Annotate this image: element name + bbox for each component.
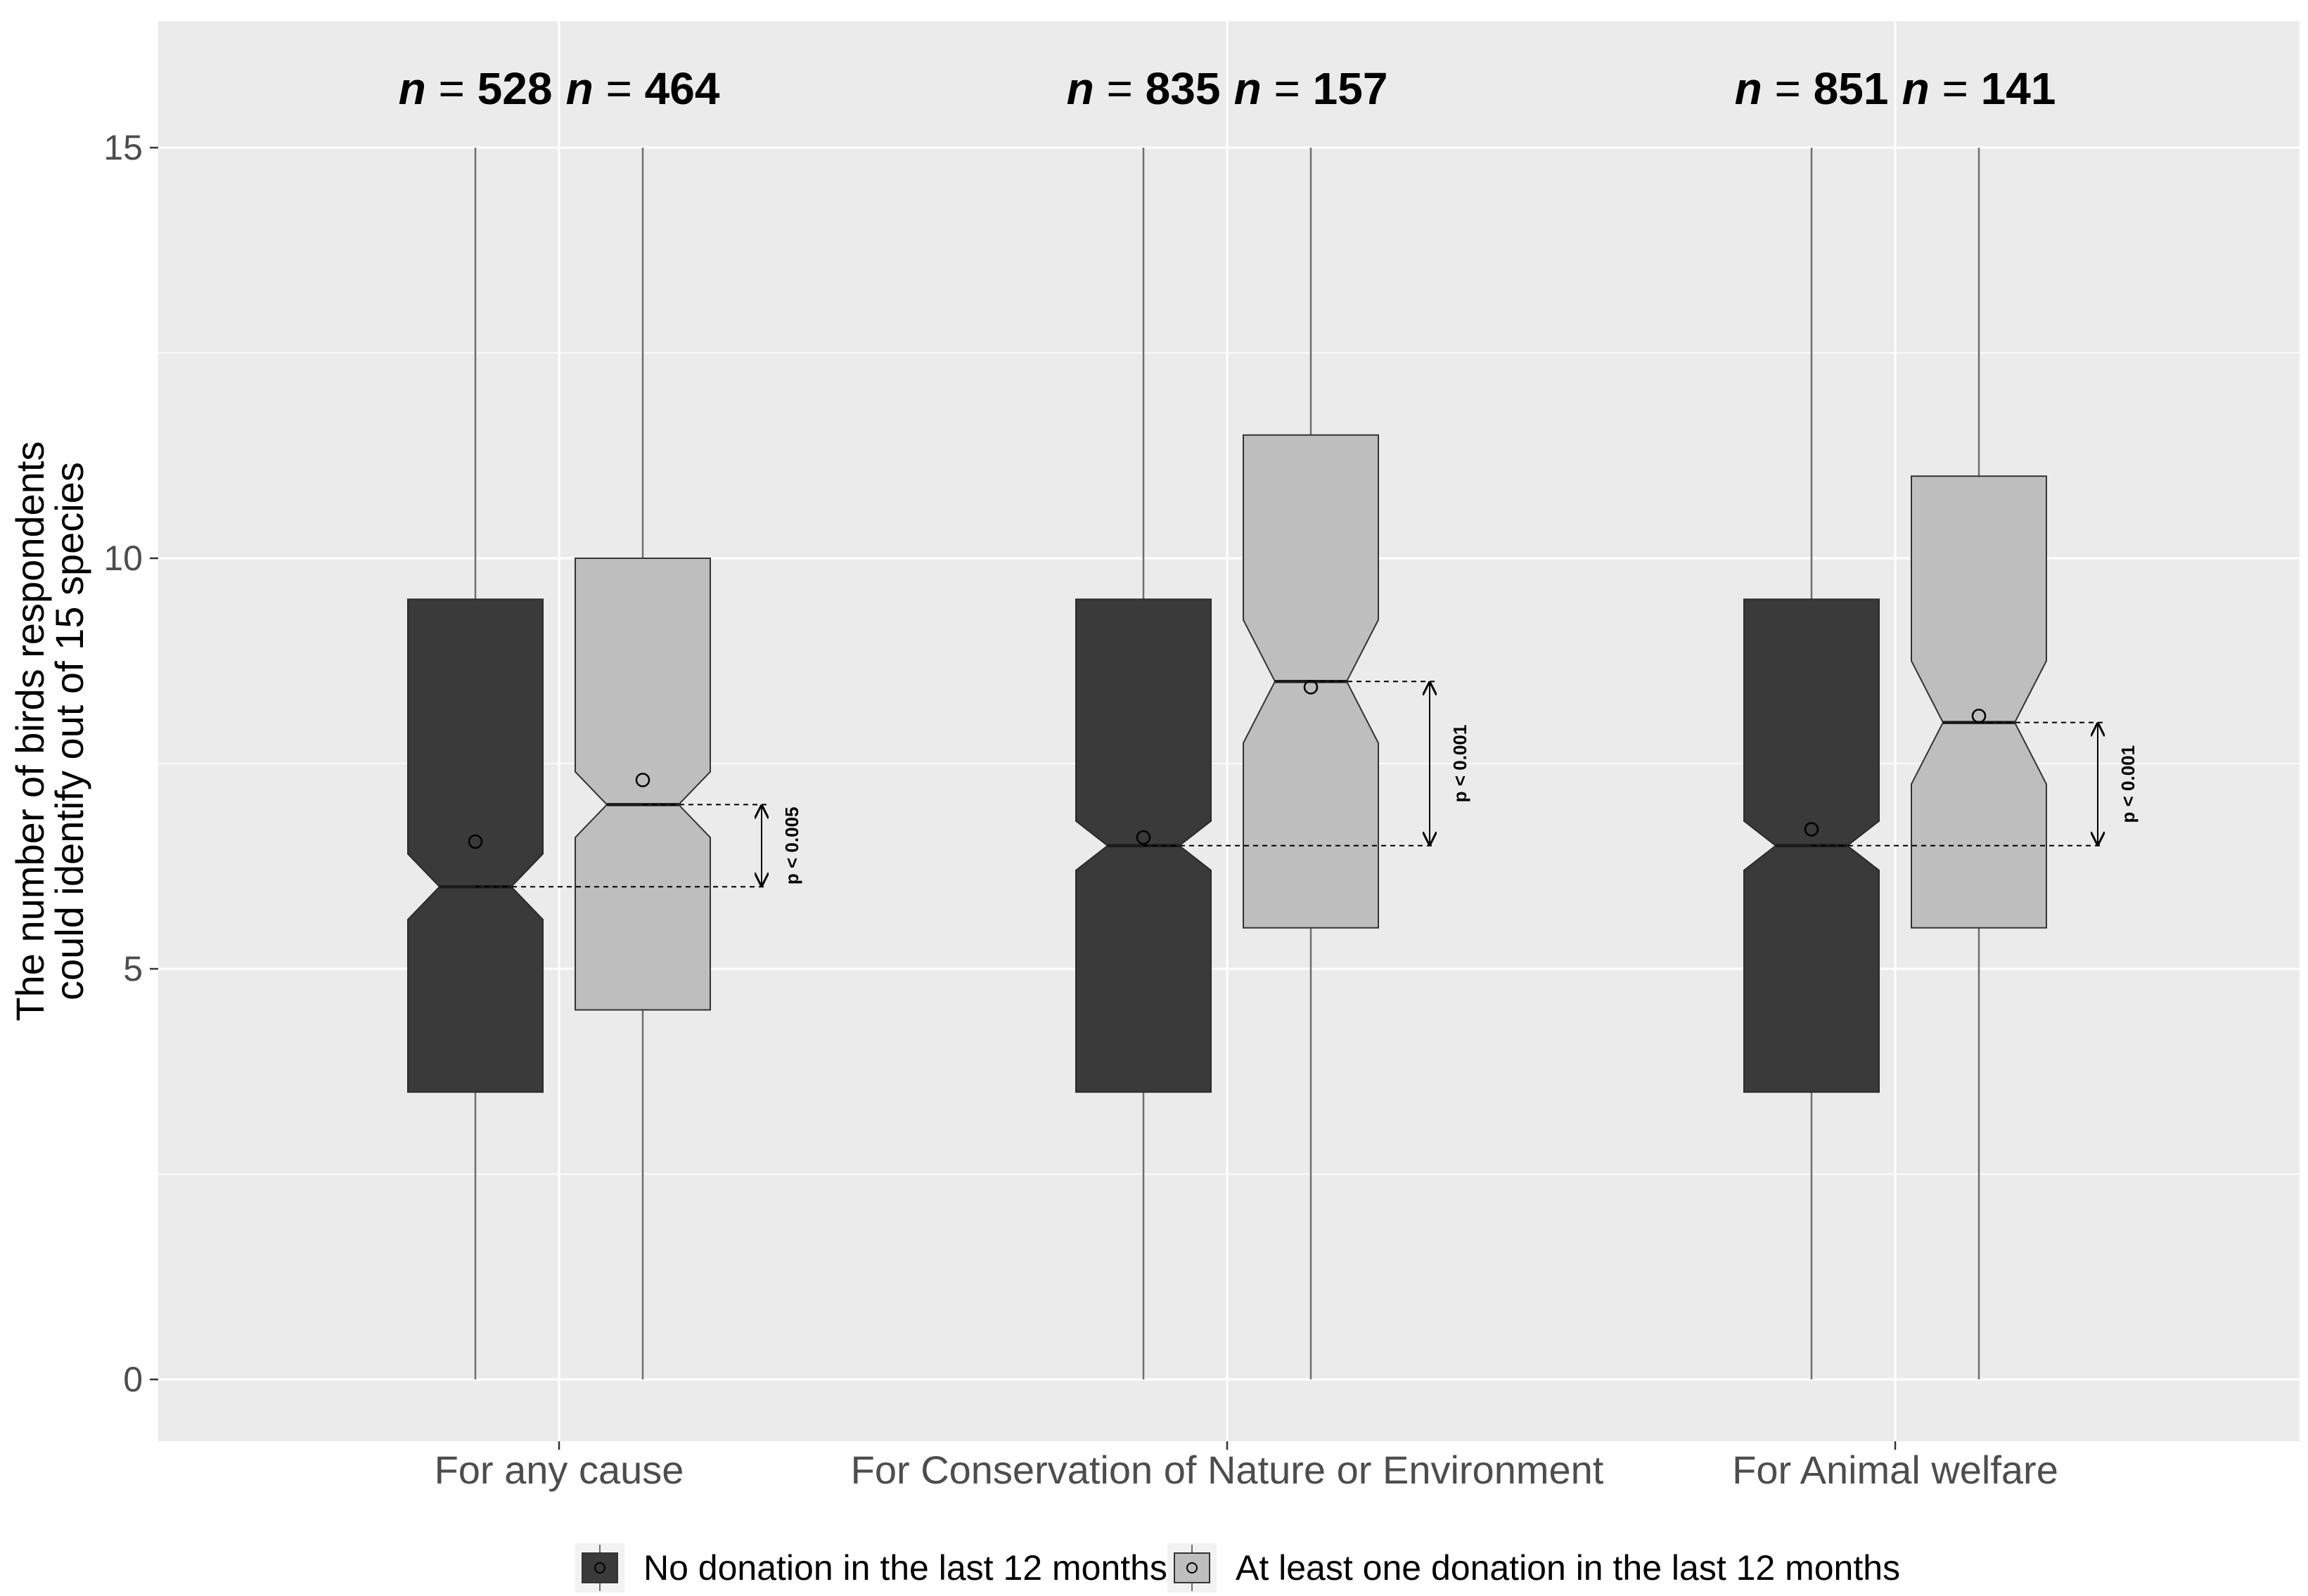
x-category-label: For Conservation of Nature or Environmen…	[851, 1448, 1604, 1492]
legend-key-box	[582, 1552, 618, 1583]
notched-box	[575, 558, 711, 1011]
legend-item-donation: At least one donation in the last 12 mon…	[1167, 1543, 1900, 1592]
notched-box	[407, 598, 544, 1093]
n-equals: =	[594, 63, 645, 114]
n-value: 464	[645, 63, 720, 114]
n-equals: =	[1930, 63, 1981, 114]
n-label: n = 851	[1735, 63, 1889, 114]
n-equals: =	[1762, 63, 1814, 114]
x-category-label: For Animal welfare	[1732, 1448, 2058, 1492]
n-value: 851	[1814, 63, 1889, 114]
y-tick-label: 0	[123, 1360, 143, 1399]
mean-point	[468, 834, 483, 849]
legend-key-mean	[594, 1562, 605, 1574]
n-value: 528	[477, 63, 553, 114]
n-symbol: n	[566, 63, 594, 114]
n-value: 141	[1981, 63, 2056, 114]
n-value: 157	[1313, 63, 1388, 114]
p-value-label: p < 0.001	[1449, 725, 1470, 803]
n-symbol: n	[1902, 63, 1930, 114]
y-axis-title-line2: could identify out of 15 species	[47, 462, 91, 1000]
n-symbol: n	[1067, 63, 1094, 114]
n-equals: =	[426, 63, 477, 114]
legend-label: No donation in the last 12 months	[643, 1548, 1167, 1588]
n-label: n = 835	[1067, 63, 1221, 114]
n-label: n = 141	[1902, 63, 2056, 114]
significance-annotations: p < 0.005 p < 0.001 p < 0.001	[475, 681, 2139, 888]
n-value: 835	[1146, 63, 1221, 114]
n-symbol: n	[1735, 63, 1762, 114]
notched-box	[1911, 475, 2047, 929]
y-tick-label: 5	[123, 949, 143, 989]
legend-label: At least one donation in the last 12 mon…	[1236, 1548, 1900, 1588]
n-equals: =	[1094, 63, 1146, 114]
legend-key-mean	[1186, 1562, 1198, 1574]
mean-point	[1136, 830, 1151, 845]
p-value-label: p < 0.001	[2117, 745, 2139, 823]
x-axis: For any cause For Conservation of Nature …	[435, 1441, 2058, 1492]
series-donation: n = 464 n = 157 n = 141	[566, 63, 2056, 1379]
mean-point	[635, 773, 650, 787]
y-tick-label: 15	[103, 128, 143, 167]
y-axis: 0 5 10 15	[103, 128, 158, 1399]
legend-key-box	[1174, 1552, 1210, 1583]
legend: No donation in the last 12 months At leas…	[575, 1543, 1900, 1592]
gridlines	[158, 21, 2300, 1441]
p-value-label: p < 0.005	[781, 807, 802, 885]
n-symbol: n	[1234, 63, 1262, 114]
n-equals: =	[1262, 63, 1313, 114]
n-symbol: n	[399, 63, 426, 114]
x-category-label: For any cause	[435, 1448, 684, 1492]
n-label: n = 157	[1234, 63, 1388, 114]
y-axis-title-line1: The number of birds respondents	[8, 442, 52, 1022]
n-label: n = 464	[566, 63, 720, 114]
legend-item-no-donation: No donation in the last 12 months	[575, 1543, 1167, 1592]
n-label: n = 528	[399, 63, 553, 114]
y-tick-label: 10	[103, 539, 143, 578]
mean-point	[1804, 822, 1819, 837]
